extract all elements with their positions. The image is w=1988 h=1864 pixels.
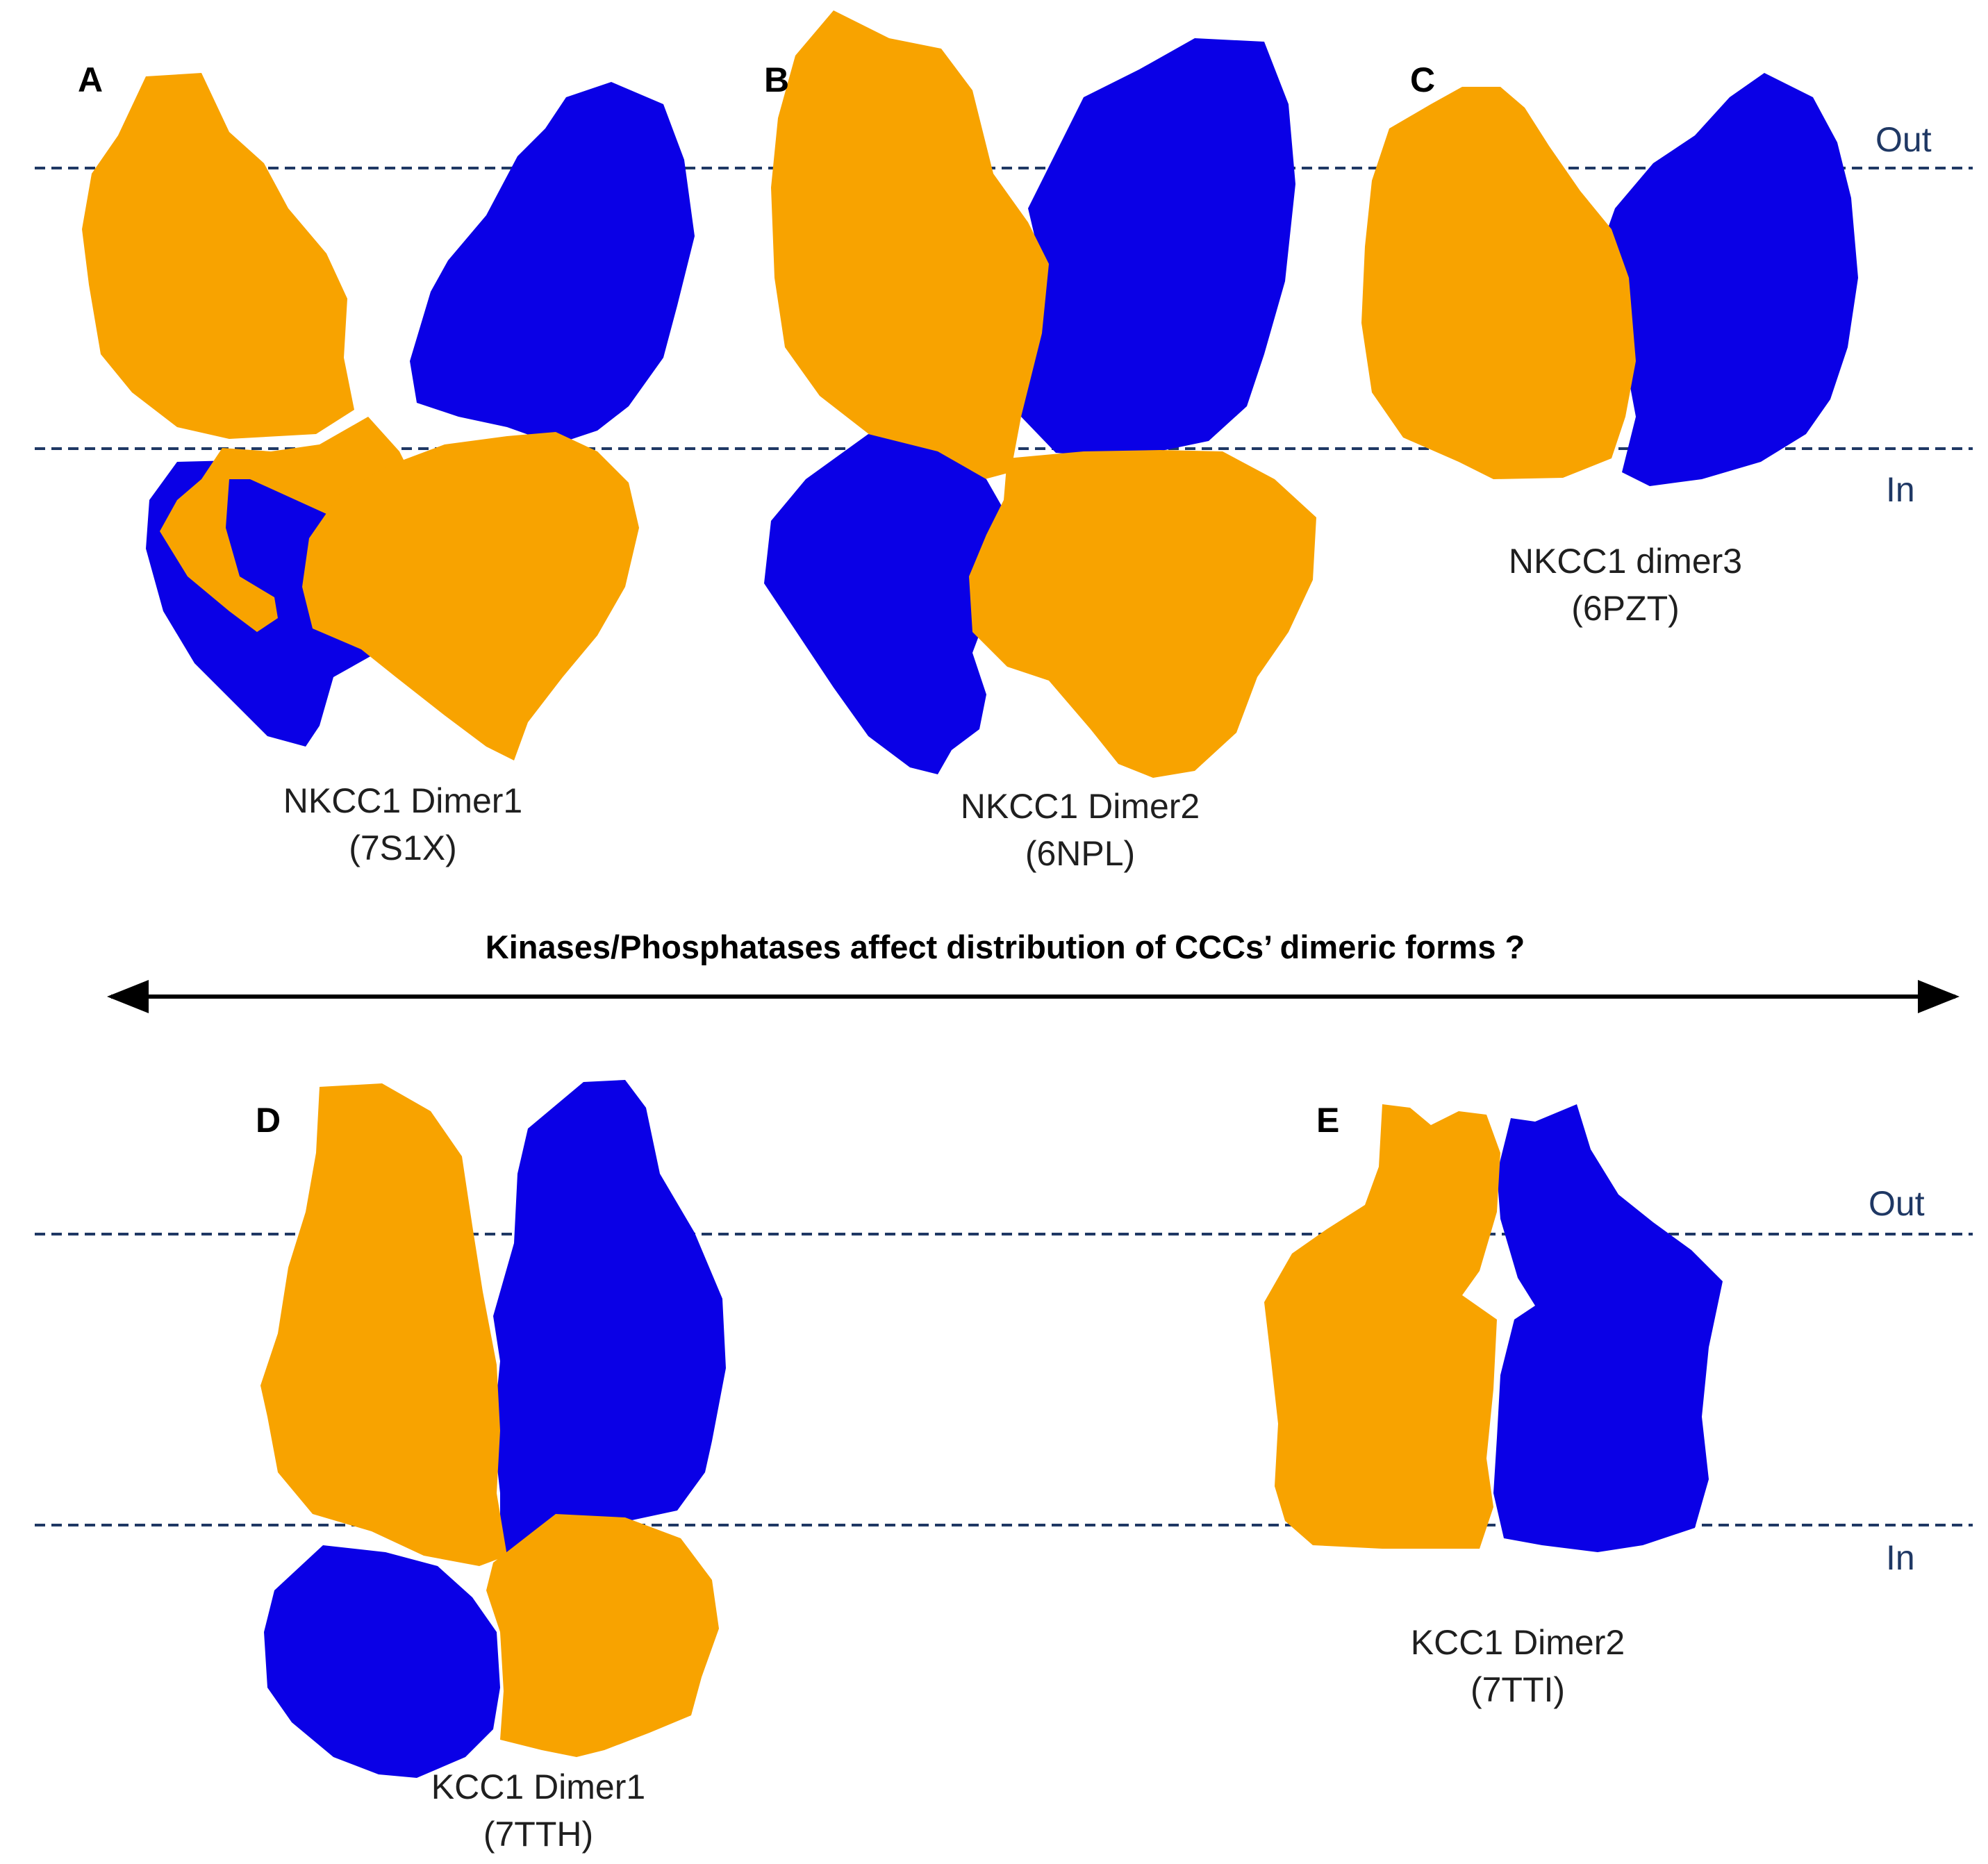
- caption-e-name: KCC1 Dimer2: [1411, 1623, 1625, 1662]
- caption-c-pdb: (6PZT): [1571, 589, 1680, 628]
- panel-a-orange-upper-monomer: [82, 73, 354, 439]
- panel-d-blue-upper-monomer: [493, 1080, 726, 1559]
- panel-letter-c: C: [1410, 60, 1435, 99]
- panel-e-orange-monomer: [1264, 1104, 1500, 1549]
- panel-b-orange-upper-monomer: [771, 10, 1049, 486]
- panel-b-blue-lower-monomer: [764, 434, 1014, 774]
- panel-a-dimer: [82, 73, 695, 760]
- panel-c-dimer: [1361, 73, 1858, 486]
- caption-b-name: NKCC1 Dimer2: [961, 787, 1200, 826]
- panel-letter-e: E: [1316, 1101, 1339, 1140]
- caption-c-name: NKCC1 dimer3: [1509, 542, 1742, 581]
- caption-b-pdb: (6NPL): [1025, 834, 1135, 873]
- panel-b-orange-lower-monomer: [969, 450, 1316, 778]
- label-out-bottom: Out: [1869, 1184, 1925, 1223]
- panel-e-blue-monomer: [1493, 1104, 1723, 1552]
- panel-letter-b: B: [764, 60, 789, 99]
- headline: Kinases/Phosphatases affect distribution…: [486, 929, 1525, 965]
- caption-d-name: KCC1 Dimer1: [431, 1767, 645, 1806]
- panel-d-orange-upper-monomer: [260, 1083, 507, 1566]
- caption-a-pdb: (7S1X): [349, 829, 457, 867]
- panel-a-orange-lower-monomer: [302, 432, 639, 760]
- panel-c-orange-monomer: [1361, 87, 1636, 479]
- panel-d-blue-lower-monomer: [264, 1545, 500, 1778]
- label-in-top: In: [1886, 470, 1915, 509]
- panel-b-dimer: [764, 10, 1316, 778]
- caption-e-pdb: (7TTI): [1471, 1670, 1565, 1709]
- panel-letter-d: D: [256, 1101, 281, 1140]
- panel-d-dimer: [260, 1080, 726, 1778]
- panel-letter-a: A: [78, 60, 103, 99]
- panel-a-blue-upper-monomer: [410, 82, 695, 444]
- caption-d-pdb: (7TTH): [483, 1815, 593, 1854]
- caption-a-name: NKCC1 Dimer1: [283, 781, 523, 820]
- label-in-bottom: In: [1886, 1538, 1915, 1577]
- panel-d-orange-lower-monomer: [486, 1514, 719, 1757]
- panel-e-dimer: [1264, 1104, 1723, 1552]
- label-out-top: Out: [1875, 120, 1932, 159]
- panel-a-orange-crossing-domain: [160, 417, 417, 632]
- panel-c-blue-monomer: [1598, 73, 1858, 486]
- panel-b-blue-upper-monomer: [1021, 38, 1295, 458]
